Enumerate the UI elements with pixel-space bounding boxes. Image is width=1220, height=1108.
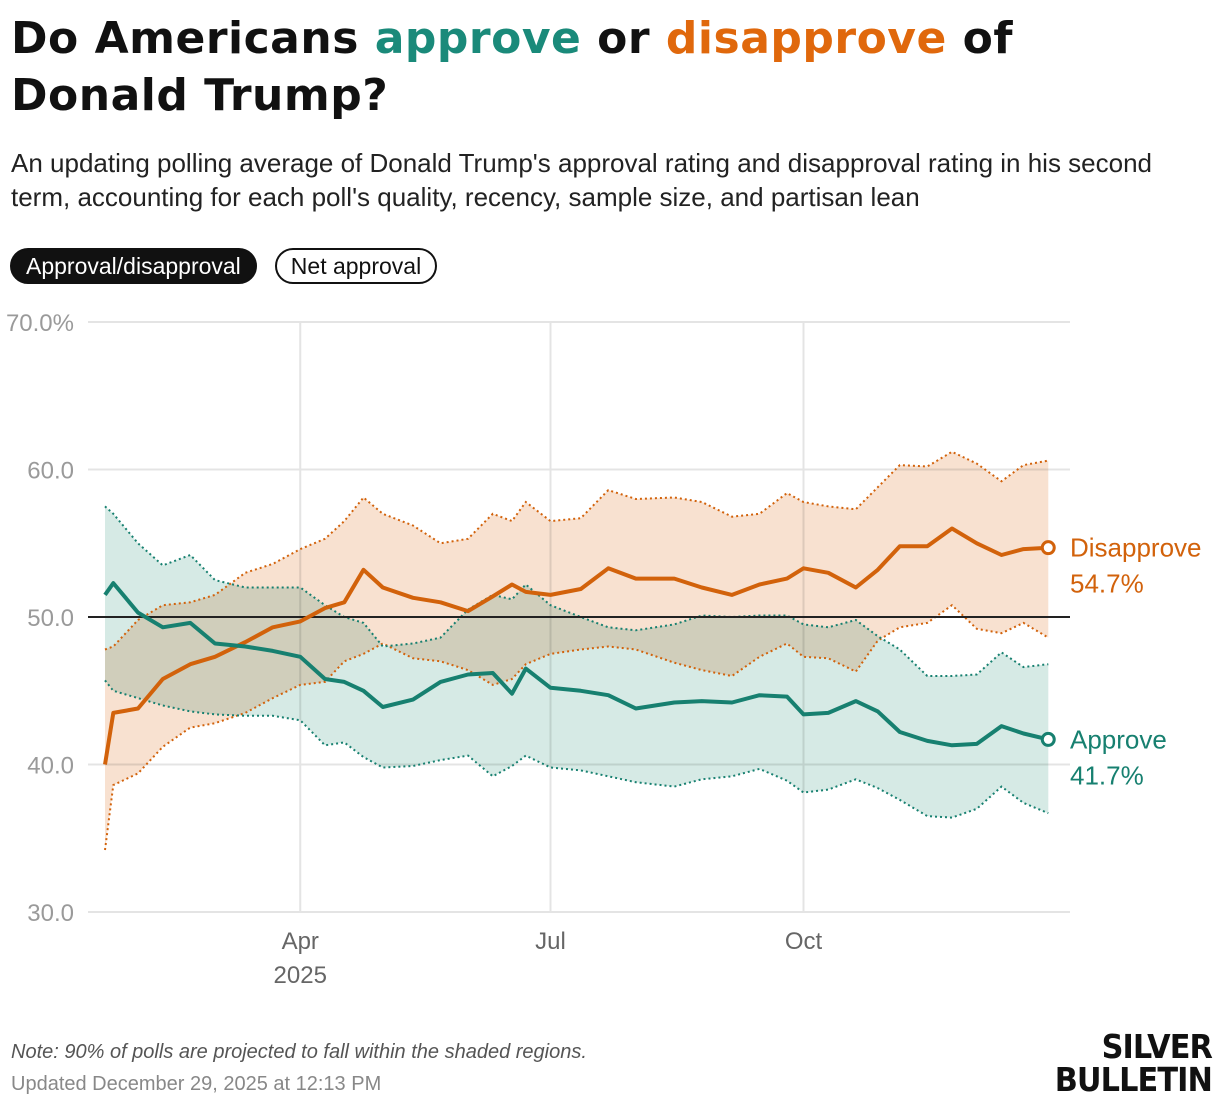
approve-series-label: Approve <box>1070 724 1167 754</box>
logo-line: BULLETIN <box>1054 1060 1213 1099</box>
subtitle: An updating polling average of Donald Tr… <box>11 148 1153 212</box>
toggle-approval-disapproval[interactable]: Approval/disapproval <box>10 248 257 284</box>
y-tick-label: 70.0% <box>6 310 74 337</box>
title-text: of Donald Trump? <box>11 13 1014 121</box>
y-tick-label: 50.0 <box>27 605 74 632</box>
logo-line: SILVER <box>1101 1027 1213 1066</box>
updated-timestamp: Updated December 29, 2025 at 12:13 PM <box>11 1073 382 1095</box>
disapprove-upper-bound <box>104 450 1049 651</box>
title-text: or <box>581 13 666 64</box>
approve-final-value: 41.7% <box>1070 760 1144 790</box>
approve-endpoint-marker <box>1040 731 1056 747</box>
approve-uncertainty-band <box>105 506 1049 818</box>
title-approve-word: approve <box>374 13 582 64</box>
footnote: Note: 90% of polls are projected to fall… <box>11 1041 587 1063</box>
y-tick-label: 40.0 <box>27 753 74 780</box>
silver-bulletin-logo: SILVER BULLETIN <box>1045 1027 1213 1099</box>
toggle-net-approval[interactable]: Net approval <box>274 248 438 284</box>
disapprove-uncertainty-band <box>105 451 1049 850</box>
x-tick-label: Jul <box>535 928 566 955</box>
disapprove-line <box>103 526 1049 765</box>
title-disapprove-word: disapprove <box>665 13 947 64</box>
y-tick-label: 60.0 <box>27 458 74 485</box>
page-title: Do Americans approve or disapprove of Do… <box>11 10 1191 124</box>
approve-upper-bound <box>104 505 1049 677</box>
disapprove-lower-bound <box>104 603 1049 851</box>
disapprove-final-value: 54.7% <box>1070 569 1144 599</box>
x-tick-label: Apr <box>282 928 319 955</box>
x-tick-label: Oct <box>785 928 823 955</box>
title-text: Do Americans <box>11 13 375 64</box>
view-toggle-group: Approval/disapproval Net approval <box>10 248 438 284</box>
disapprove-series-label: Disapprove <box>1070 533 1202 563</box>
y-tick-label: 30.0 <box>27 900 74 927</box>
disapprove-endpoint-marker <box>1040 540 1056 556</box>
x-tick-sublabel: 2025 <box>274 962 327 989</box>
approve-line <box>103 581 1049 748</box>
